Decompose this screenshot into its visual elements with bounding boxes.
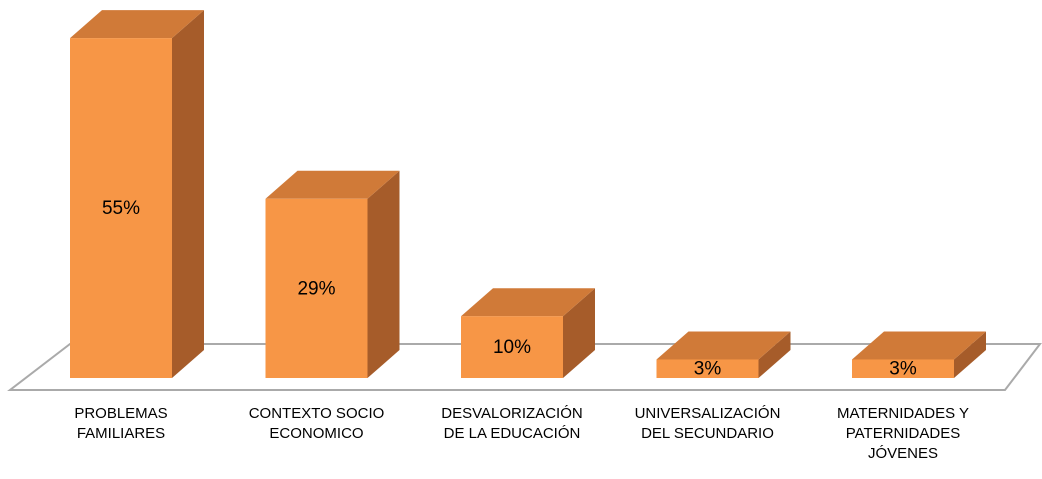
bar-top [461,288,595,317]
bar [70,38,172,378]
x-tick-label: PROBLEMAS FAMILIARES [74,405,168,442]
bar [656,359,759,378]
value-label: 3% [889,359,917,380]
x-tick-label: DESVALORIZACIÓN DE LA EDUCACIÓN [441,405,583,442]
floor [7,343,1042,391]
value-label: 55% [102,198,140,219]
bar [852,359,954,378]
bar-top [70,10,204,39]
bar-side [758,331,791,378]
bar-top [852,331,986,360]
bar [461,316,563,378]
bar [265,198,368,378]
bar-top [265,170,400,199]
value-label: 29% [297,278,335,299]
bar-side [563,288,595,378]
x-tick-label: MATERNIDADES Y PATERNIDADES JÓVENES [837,405,969,462]
x-tick-label: CONTEXTO SOCIO ECONOMICO [248,405,385,442]
value-label: 10% [493,337,531,358]
bar-top [656,331,791,360]
value-label: 3% [694,359,722,380]
x-tick-label: UNIVERSALIZACIÓN DEL SECUNDARIO [634,405,781,442]
bar-side [172,10,204,378]
bar-side [367,170,400,378]
bar-side [954,331,986,378]
